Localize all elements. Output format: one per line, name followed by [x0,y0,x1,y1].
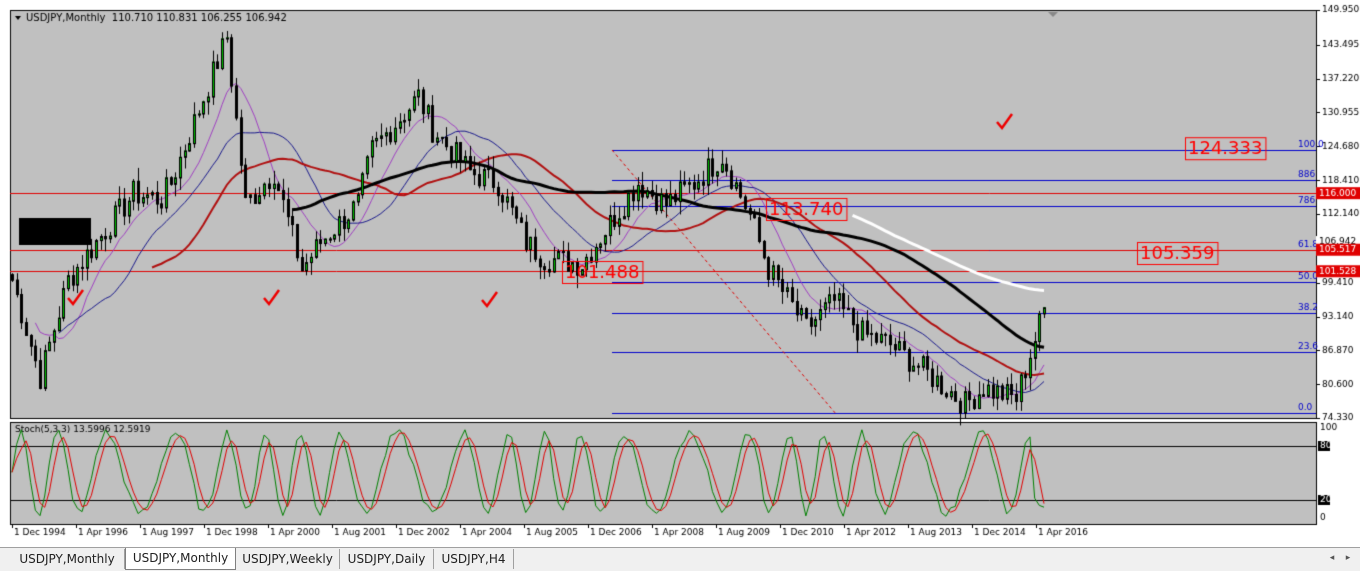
tab-usdjpy-h4[interactable]: USDJPY,H4 [434,549,514,569]
tab-label: USDJPY,Monthly [132,551,229,565]
tab-label: USDJPY,Monthly [19,552,115,566]
tab-usdjpy-monthly-1[interactable]: USDJPY,Monthly [10,549,125,569]
scroll-left-icon[interactable]: ◂ [1329,553,1335,563]
tab-label: USDJPY,Weekly [242,552,333,566]
tab-usdjpy-daily[interactable]: USDJPY,Daily [340,549,434,569]
tab-label: USDJPY,H4 [441,552,506,566]
tab-usdjpy-weekly[interactable]: USDJPY,Weekly [236,549,340,569]
scroll-right-icon[interactable]: ▸ [1345,553,1351,563]
tab-label: USDJPY,Daily [347,552,426,566]
tab-usdjpy-monthly-active[interactable]: USDJPY,Monthly [125,548,236,570]
chart-tab-bar: USDJPY,Monthly USDJPY,Monthly USDJPY,Wee… [0,547,1360,571]
price-chart[interactable] [0,0,1360,547]
